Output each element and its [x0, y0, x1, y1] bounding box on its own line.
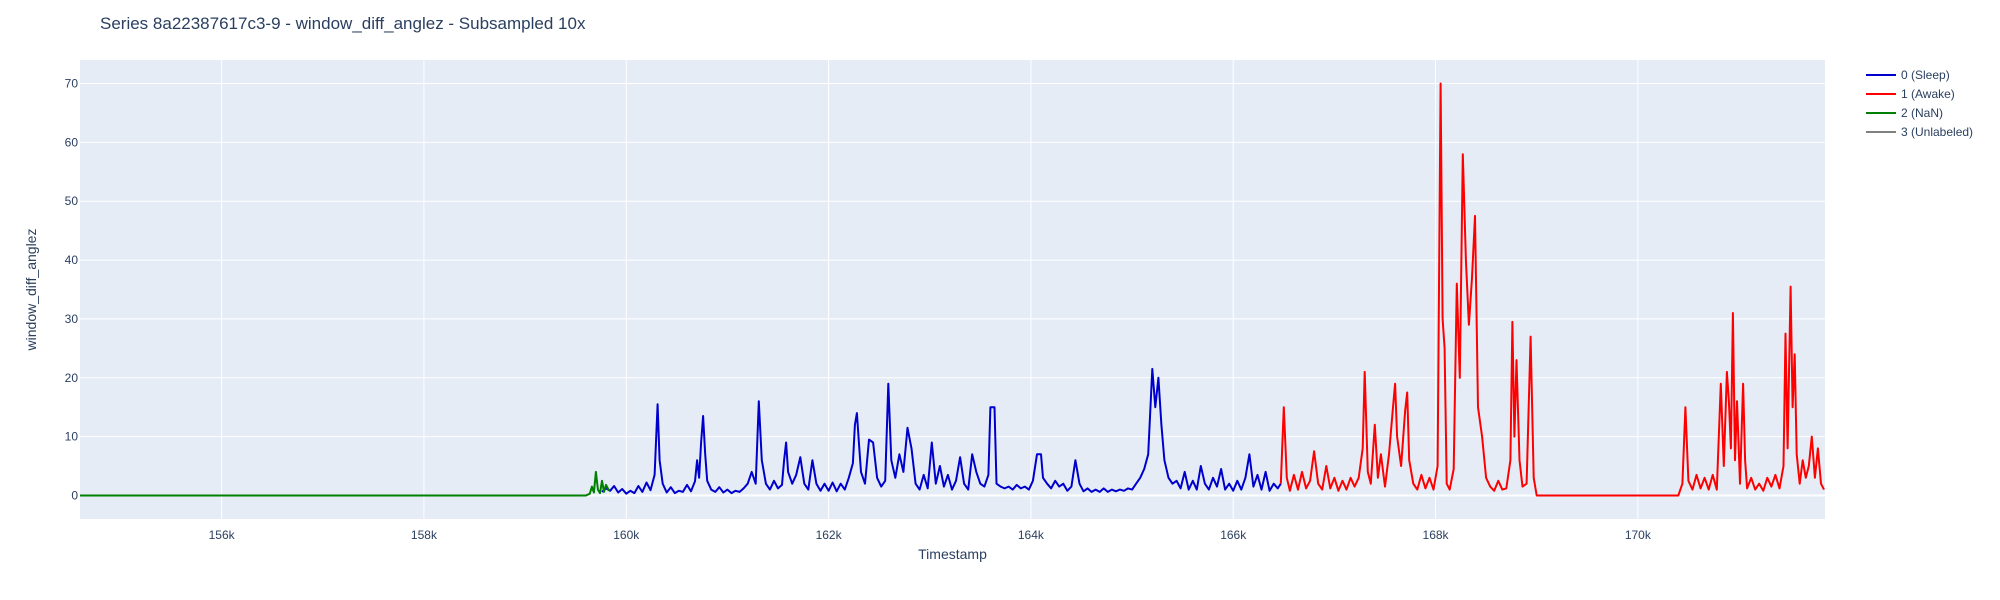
- y-tick-label: 10: [65, 430, 79, 444]
- x-tick-label: 158k: [411, 528, 438, 542]
- x-tick-label: 166k: [1220, 528, 1247, 542]
- legend-label: 1 (Awake): [1901, 87, 1955, 101]
- y-tick-label: 50: [65, 194, 79, 208]
- x-tick-label: 156k: [209, 528, 236, 542]
- legend-label: 2 (NaN): [1901, 106, 1943, 120]
- y-axis-title: window_diff_anglez: [23, 229, 39, 352]
- plot-area: [80, 60, 1825, 519]
- legend-label: 3 (Unlabeled): [1901, 125, 1973, 139]
- x-tick-label: 170k: [1625, 528, 1652, 542]
- x-axis-title: Timestamp: [918, 546, 987, 562]
- legend-item[interactable]: 3 (Unlabeled): [1866, 125, 1973, 139]
- y-tick-label: 60: [65, 135, 79, 149]
- series-line: [1279, 82, 1825, 497]
- chart-title: Series 8a22387617c3-9 - window_diff_angl…: [100, 14, 586, 33]
- series-line: [80, 470, 610, 497]
- y-tick-label: 20: [65, 371, 79, 385]
- y-tick-label: 40: [65, 253, 79, 267]
- x-tick-label: 162k: [816, 528, 843, 542]
- y-tick-label: 70: [65, 77, 79, 91]
- legend-item[interactable]: 0 (Sleep): [1866, 68, 1950, 82]
- y-tick-label: 30: [65, 312, 79, 326]
- legend-item[interactable]: 2 (NaN): [1866, 106, 1943, 120]
- series-lines: [80, 82, 1825, 497]
- y-tick-label: 0: [71, 488, 78, 502]
- tick-labels: 156k 158k 160k 162k 164k 166k 168k 170k 0 10 20 30 4…: [65, 77, 1652, 542]
- x-tick-label: 164k: [1018, 528, 1045, 542]
- x-tick-label: 168k: [1423, 528, 1450, 542]
- legend: 0 (Sleep) 1 (Awake) 2 (NaN) 3 (Unlabeled): [1866, 68, 1973, 139]
- legend-item[interactable]: 1 (Awake): [1866, 87, 1955, 101]
- series-line: [601, 367, 1282, 495]
- legend-label: 0 (Sleep): [1901, 68, 1950, 82]
- x-tick-label: 160k: [613, 528, 640, 542]
